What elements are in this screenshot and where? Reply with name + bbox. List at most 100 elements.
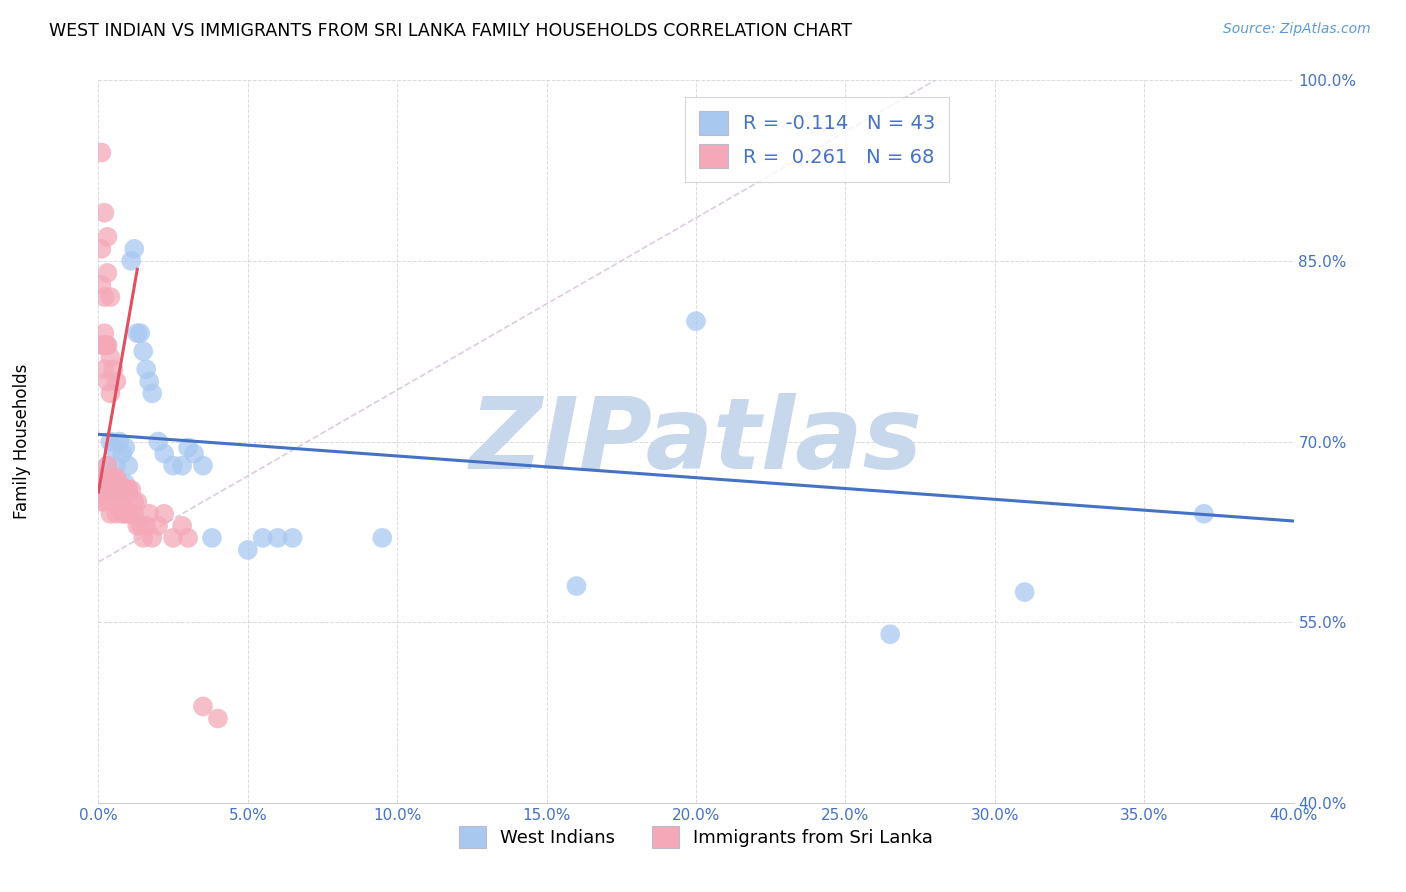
Text: ZIPatlas: ZIPatlas bbox=[470, 393, 922, 490]
Point bbox=[117, 458, 139, 473]
Point bbox=[93, 326, 115, 340]
Point bbox=[103, 470, 125, 484]
Point bbox=[162, 531, 184, 545]
Point bbox=[120, 507, 142, 521]
Point bbox=[105, 507, 128, 521]
Point bbox=[141, 531, 163, 545]
Point bbox=[96, 470, 118, 484]
Point bbox=[138, 507, 160, 521]
Point bbox=[148, 434, 170, 449]
Point bbox=[135, 362, 157, 376]
Point bbox=[96, 489, 118, 503]
Point bbox=[98, 483, 122, 497]
Point bbox=[98, 476, 122, 491]
Point bbox=[120, 483, 142, 497]
Point bbox=[114, 476, 136, 491]
Point bbox=[132, 344, 155, 359]
Point bbox=[117, 483, 139, 497]
Point bbox=[114, 483, 136, 497]
Point bbox=[96, 229, 118, 244]
Point bbox=[103, 362, 125, 376]
Point bbox=[129, 518, 152, 533]
Point bbox=[132, 531, 155, 545]
Point bbox=[183, 446, 205, 460]
Point bbox=[98, 507, 122, 521]
Point bbox=[135, 518, 157, 533]
Point bbox=[103, 483, 125, 497]
Point bbox=[93, 476, 115, 491]
Point bbox=[111, 507, 134, 521]
Point bbox=[105, 374, 128, 388]
Point bbox=[177, 441, 200, 455]
Point bbox=[127, 494, 149, 508]
Point bbox=[371, 531, 394, 545]
Point bbox=[93, 338, 115, 352]
Point bbox=[281, 531, 304, 545]
Point bbox=[96, 374, 118, 388]
Point bbox=[177, 531, 200, 545]
Point bbox=[117, 483, 139, 497]
Point bbox=[252, 531, 274, 545]
Point bbox=[1014, 585, 1036, 599]
Point bbox=[96, 338, 118, 352]
Point bbox=[105, 476, 128, 491]
Point bbox=[207, 712, 229, 726]
Point bbox=[105, 458, 128, 473]
Point bbox=[103, 483, 125, 497]
Point bbox=[98, 494, 122, 508]
Point bbox=[105, 494, 128, 508]
Point bbox=[138, 374, 160, 388]
Point bbox=[90, 242, 112, 256]
Point bbox=[114, 507, 136, 521]
Point bbox=[98, 350, 122, 364]
Point bbox=[127, 518, 149, 533]
Point bbox=[685, 314, 707, 328]
Point bbox=[111, 494, 134, 508]
Point bbox=[236, 542, 259, 557]
Point bbox=[98, 386, 122, 401]
Point bbox=[93, 362, 115, 376]
Point bbox=[120, 253, 142, 268]
Point bbox=[129, 326, 152, 340]
Point bbox=[90, 470, 112, 484]
Point bbox=[124, 507, 146, 521]
Point bbox=[90, 277, 112, 292]
Point bbox=[111, 446, 134, 460]
Point bbox=[108, 476, 131, 491]
Point bbox=[96, 458, 118, 473]
Point bbox=[148, 518, 170, 533]
Point bbox=[1192, 507, 1215, 521]
Point bbox=[127, 326, 149, 340]
Point bbox=[105, 470, 128, 484]
Point bbox=[108, 434, 131, 449]
Point bbox=[172, 458, 194, 473]
Legend: West Indians, Immigrants from Sri Lanka: West Indians, Immigrants from Sri Lanka bbox=[449, 815, 943, 859]
Point bbox=[90, 494, 112, 508]
Point bbox=[124, 242, 146, 256]
Point bbox=[90, 470, 112, 484]
Point bbox=[153, 446, 176, 460]
Point bbox=[90, 483, 112, 497]
Point bbox=[103, 441, 125, 455]
Point bbox=[191, 458, 214, 473]
Point bbox=[93, 483, 115, 497]
Point bbox=[108, 500, 131, 515]
Point bbox=[124, 494, 146, 508]
Point bbox=[565, 579, 588, 593]
Point bbox=[141, 386, 163, 401]
Y-axis label: Family Households: Family Households bbox=[13, 364, 31, 519]
Point bbox=[93, 494, 115, 508]
Point bbox=[879, 627, 901, 641]
Point bbox=[96, 458, 118, 473]
Point bbox=[93, 476, 115, 491]
Point bbox=[162, 458, 184, 473]
Point bbox=[90, 338, 112, 352]
Point bbox=[96, 483, 118, 497]
Point bbox=[98, 290, 122, 304]
Point bbox=[201, 531, 224, 545]
Point bbox=[93, 489, 115, 503]
Point bbox=[111, 483, 134, 497]
Point bbox=[108, 476, 131, 491]
Point bbox=[90, 145, 112, 160]
Text: Source: ZipAtlas.com: Source: ZipAtlas.com bbox=[1223, 22, 1371, 37]
